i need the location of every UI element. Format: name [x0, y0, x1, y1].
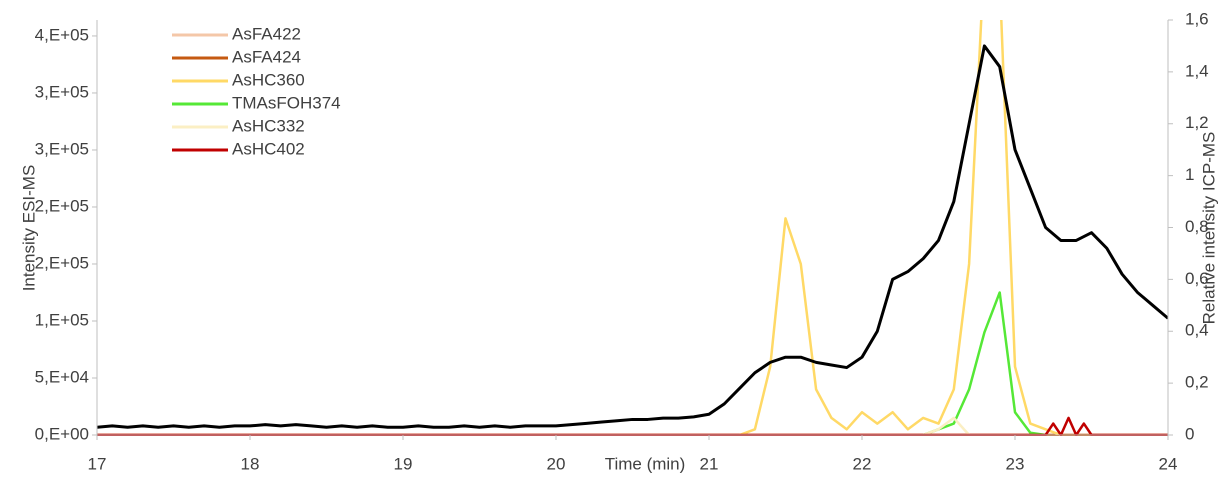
- x-tick-label: 23: [1006, 454, 1025, 473]
- y2-tick-label: 1,6: [1185, 9, 1209, 28]
- y-tick-label: 1,E+05: [35, 310, 89, 329]
- series-line: [97, 44, 1168, 429]
- x-tick-label: 19: [394, 454, 413, 473]
- x-tick-label: 17: [88, 454, 107, 473]
- x-tick-label: 21: [700, 454, 719, 473]
- y-tick-label: 0,E+00: [35, 424, 89, 443]
- x-axis-title: Time (min): [605, 454, 686, 473]
- x-tick-label: 18: [241, 454, 260, 473]
- y2-tick-label: 1,2: [1185, 113, 1209, 132]
- y-axis-title: Intensity ESI-MS: [19, 165, 38, 292]
- series-line: [922, 291, 1046, 436]
- y-tick-label: 2,E+05: [35, 253, 89, 272]
- legend-label: AsHC360: [232, 70, 305, 89]
- y-tick-label: 2,E+05: [35, 196, 89, 215]
- y2-tick-label: 0,4: [1185, 321, 1209, 340]
- y2-tick-label: 0: [1185, 424, 1194, 443]
- y2-tick-label: 0,8: [1185, 217, 1209, 236]
- y2-tick-label: 0,2: [1185, 373, 1209, 392]
- legend-label: AsHC402: [232, 139, 305, 158]
- y2-axis-title: Relative intensity ICP-MS: [1199, 132, 1218, 325]
- series-line: [922, 416, 971, 436]
- series-line: [97, 416, 1168, 436]
- y-tick-label: 5,E+04: [35, 367, 89, 386]
- legend-label: AsHC332: [232, 116, 305, 135]
- y-tick-label: 3,E+05: [35, 139, 89, 158]
- x-tick-label: 20: [547, 454, 566, 473]
- legend-label: AsFA424: [232, 47, 301, 66]
- y-tick-label: 4,E+05: [35, 25, 89, 44]
- legend-label: AsFA422: [232, 24, 301, 43]
- x-tick-label: 24: [1159, 454, 1178, 473]
- x-tick-label: 22: [853, 454, 872, 473]
- y-tick-label: 3,E+05: [35, 82, 89, 101]
- y2-tick-label: 0,6: [1185, 269, 1209, 288]
- y2-tick-label: 1,4: [1185, 61, 1209, 80]
- y2-tick-label: 1: [1185, 165, 1194, 184]
- series-line: [739, 20, 1062, 436]
- legend-label: TMAsFOH374: [232, 93, 341, 112]
